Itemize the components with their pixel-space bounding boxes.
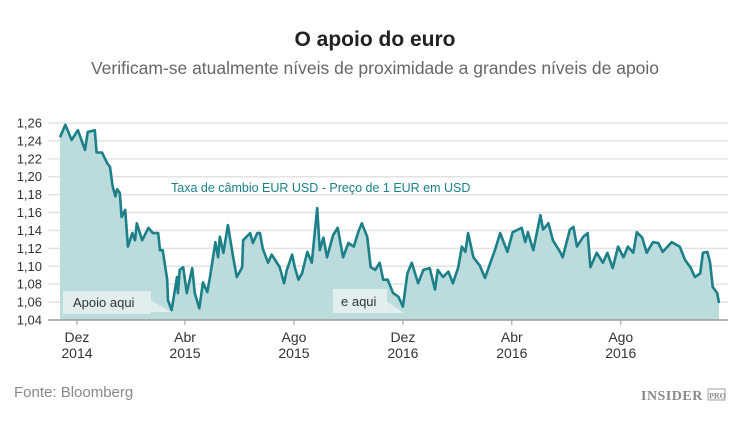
annotation-text: e aqui bbox=[341, 294, 377, 309]
x-tick-month: Ago bbox=[608, 329, 633, 345]
y-tick-label: 1,16 bbox=[17, 205, 42, 220]
y-tick-label: 1,26 bbox=[17, 116, 42, 131]
x-tick-year: 2016 bbox=[605, 345, 636, 361]
x-tick-month: Dez bbox=[390, 329, 415, 345]
series-line bbox=[58, 123, 721, 312]
y-tick-label: 1,12 bbox=[17, 241, 42, 256]
y-tick-label: 1,10 bbox=[17, 259, 42, 274]
y-tick-label: 1,04 bbox=[17, 313, 42, 328]
series-label: Taxa de câmbio EUR USD - Preço de 1 EUR … bbox=[171, 181, 470, 195]
y-tick-label: 1,18 bbox=[17, 187, 42, 202]
y-tick-label: 1,14 bbox=[17, 223, 42, 238]
x-tick-month: Abr bbox=[174, 329, 196, 345]
x-tick-month: Dez bbox=[65, 329, 90, 345]
insider-pro-logo: INSIDER PRO bbox=[641, 388, 726, 404]
y-tick-label: 1,06 bbox=[17, 295, 42, 310]
x-tick-year: 2014 bbox=[61, 345, 92, 361]
x-tick-year: 2015 bbox=[278, 345, 309, 361]
annotation-support-1: Apoio aqui bbox=[63, 291, 172, 314]
x-tick-month: Abr bbox=[501, 329, 523, 345]
y-tick-label: 1,24 bbox=[17, 133, 42, 148]
x-tick-year: 2016 bbox=[387, 345, 418, 361]
y-tick-label: 1,20 bbox=[17, 169, 42, 184]
y-tick-label: 1,22 bbox=[17, 151, 42, 166]
x-tick-year: 2016 bbox=[496, 345, 527, 361]
x-tick-year: 2015 bbox=[169, 345, 200, 361]
chart-subtitle: Verificam-se atualmente níveis de proxim… bbox=[91, 58, 659, 78]
y-tick-label: 1,08 bbox=[17, 277, 42, 292]
logo-text: INSIDER bbox=[641, 389, 703, 404]
chart-title: O apoio do euro bbox=[295, 28, 456, 51]
x-axis: Dez2014Abr2015Ago2015Dez2016Abr2016Ago20… bbox=[61, 320, 637, 361]
annotation-support-2: e aqui bbox=[333, 289, 404, 313]
logo-suffix: PRO bbox=[709, 392, 726, 401]
source-note: Fonte: Bloomberg bbox=[14, 384, 133, 401]
y-axis: 1,04 1,06 1,08 1,10 1,12 1,14 1,16 1,18 1,20 1,22… bbox=[17, 116, 42, 328]
annotation-text: Apoio aqui bbox=[73, 295, 135, 310]
x-tick-month: Ago bbox=[281, 329, 306, 345]
series-area bbox=[60, 124, 719, 320]
